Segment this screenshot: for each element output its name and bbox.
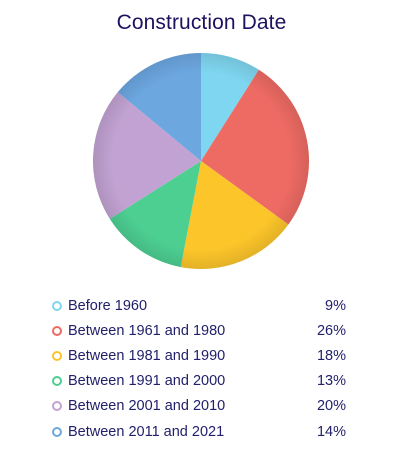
- legend-label: Between 1991 and 2000: [68, 373, 226, 390]
- legend-item-1[interactable]: Before 1960 9%: [52, 293, 346, 318]
- legend-value: 20%: [316, 398, 346, 415]
- legend-value: 9%: [325, 297, 346, 314]
- legend-label: Before 1960: [68, 297, 148, 314]
- legend-value: 13%: [316, 373, 346, 390]
- legend-marker-icon: [52, 401, 62, 412]
- legend-marker-icon: [52, 376, 62, 387]
- legend-marker-icon: [52, 426, 62, 437]
- chart-legend: Before 1960 9% Between 1961 and 1980 26% Bet…: [52, 293, 346, 444]
- pie-chart: [92, 53, 309, 270]
- legend-item-5[interactable]: Between 2001 and 2010 20%: [52, 394, 346, 419]
- legend-item-3[interactable]: Between 1981 and 1990 18%: [52, 343, 346, 368]
- legend-label: Between 1981 and 1990: [68, 347, 226, 364]
- legend-label: Between 2001 and 2010: [68, 398, 226, 415]
- legend-value: 26%: [316, 322, 346, 339]
- legend-marker-icon: [52, 300, 62, 311]
- chart-title: Construction Date: [116, 11, 287, 34]
- pie-slices: [92, 53, 309, 270]
- legend-value: 14%: [316, 423, 346, 440]
- legend-marker-icon: [52, 325, 62, 336]
- legend-item-4[interactable]: Between 1991 and 2000 13%: [52, 369, 346, 394]
- legend-label: Between 1961 and 1980: [68, 322, 226, 339]
- legend-value: 18%: [316, 347, 346, 364]
- legend-label: Between 2011 and 2021: [68, 423, 225, 440]
- legend-item-2[interactable]: Between 1961 and 1980 26%: [52, 318, 346, 343]
- legend-item-6[interactable]: Between 2011 and 2021 14%: [52, 419, 346, 444]
- legend-marker-icon: [52, 350, 62, 361]
